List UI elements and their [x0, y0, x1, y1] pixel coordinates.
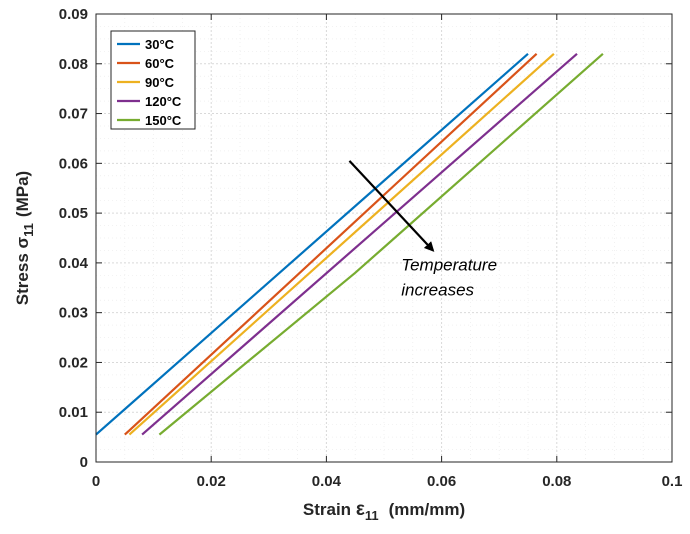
annotation-line-2: increases	[401, 280, 474, 299]
x-axis-title-main: Strain	[303, 500, 351, 519]
y-tick-label: 0.07	[59, 106, 88, 123]
legend-label: 60°C	[145, 56, 175, 71]
series-line-150C	[158, 52, 604, 436]
y-tick-label: 0.05	[59, 205, 88, 222]
axis-ticks: 0 0.02 0.04 0.06 0.08 0.1 0 0.01 0.02 0.03 0.04 0.0…	[59, 6, 683, 490]
annotation-line-1: Temperature	[401, 255, 497, 274]
series-line-30C	[95, 52, 529, 436]
x-tick-label: 0.08	[542, 473, 571, 490]
plot-frame	[95, 13, 673, 463]
legend-label: 150°C	[145, 113, 182, 128]
y-tick-label: 0.09	[59, 6, 88, 23]
series-line-120C	[141, 52, 578, 436]
x-tick-label: 0.1	[662, 473, 683, 490]
temperature-arrow	[348, 160, 435, 252]
y-axis-title-main: Stress	[13, 253, 32, 305]
y-axis-title-symbol: σ	[13, 236, 32, 248]
y-axis-title-subscript: 11	[21, 223, 36, 237]
y-tick-label: 0.02	[59, 354, 88, 371]
legend: 30°C 60°C 90°C 120°C 150°C	[110, 30, 196, 130]
legend-label: 30°C	[145, 37, 175, 52]
y-axis-title: Stress σ11 (MPa)	[13, 171, 36, 305]
y-tick-label: 0	[80, 454, 88, 471]
x-tick-label: 0.02	[197, 473, 226, 490]
x-axis-title-subscript: 11	[365, 508, 379, 523]
legend-box	[110, 30, 196, 130]
x-tick-label: 0	[92, 473, 100, 490]
legend-label: 90°C	[145, 75, 175, 90]
y-tick-label: 0.03	[59, 305, 88, 322]
x-tick-label: 0.04	[312, 473, 342, 490]
y-tick-label: 0.08	[59, 56, 88, 73]
annotation: Temperature increases	[348, 160, 497, 299]
x-axis-title-symbol: ε	[356, 499, 365, 520]
legend-label: 120°C	[145, 94, 182, 109]
x-tick-label: 0.06	[427, 473, 456, 490]
series-line-90C	[128, 52, 555, 436]
y-tick-label: 0.04	[59, 255, 89, 272]
y-tick-label: 0.01	[59, 404, 88, 421]
x-axis-title-unit: (mm/mm)	[389, 500, 466, 519]
y-tick-label: 0.06	[59, 155, 88, 172]
series-line-60C	[124, 52, 538, 436]
series-lines	[95, 52, 604, 436]
x-axis-title: Strain ε11 (mm/mm)	[303, 499, 465, 523]
y-axis-title-unit: (MPa)	[13, 171, 32, 217]
